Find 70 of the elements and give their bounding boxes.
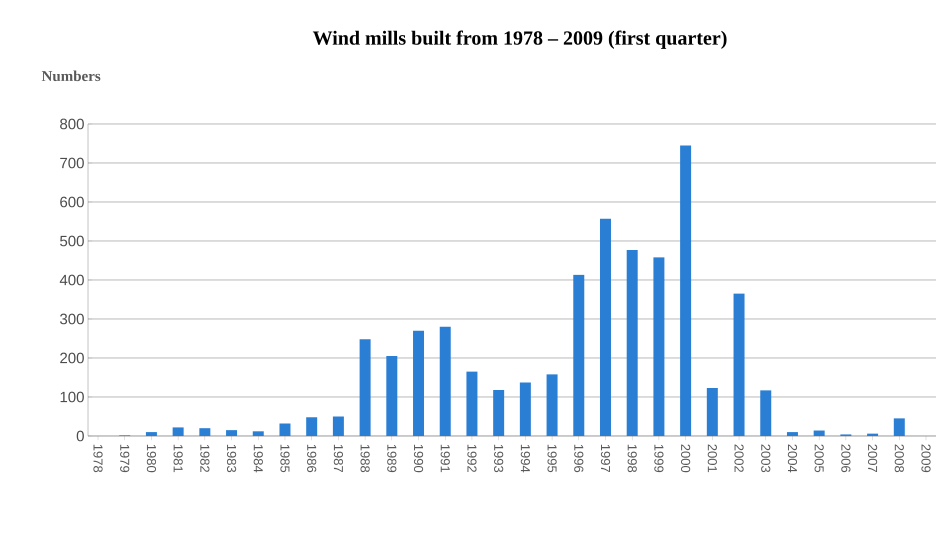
y-tick-label: 0 (76, 430, 84, 442)
x-tick-label: 2009 (921, 444, 931, 472)
y-tick-label: 100 (60, 392, 84, 402)
x-tick-label: 1997 (600, 444, 610, 472)
bar (279, 424, 290, 436)
bar (306, 417, 318, 436)
bar (360, 339, 371, 436)
x-tick-label: 1996 (574, 444, 584, 472)
x-tick-label: 1987 (334, 444, 343, 472)
bar (786, 432, 798, 436)
x-tick-label: 2004 (788, 444, 798, 472)
x-tick-label: 1989 (387, 444, 396, 472)
x-tick-label: 1992 (467, 444, 477, 472)
bar (252, 431, 264, 436)
bar (466, 372, 478, 436)
bar (680, 145, 692, 436)
bar (440, 326, 451, 436)
bar (413, 330, 424, 436)
x-tick-label: 1995 (547, 444, 557, 472)
bar (199, 428, 210, 436)
y-tick-label: 800 (60, 118, 84, 130)
bar (894, 418, 905, 436)
x-tick-label: 2005 (814, 444, 824, 472)
x-tick-label: 1982 (200, 444, 210, 472)
bar (760, 390, 772, 436)
y-tick-label: 700 (60, 158, 84, 168)
y-tick-label: 300 (60, 314, 84, 324)
bar (814, 430, 825, 436)
x-tick-label: 1979 (120, 444, 130, 472)
y-axis-title: Numbers (42, 70, 100, 82)
x-tick-label: 1991 (440, 444, 450, 472)
x-tick-label: 1998 (628, 444, 637, 472)
x-tick-label: 1986 (307, 444, 316, 472)
x-tick-label: 1981 (174, 444, 183, 472)
y-tick-label: 500 (60, 236, 84, 246)
bar (546, 374, 558, 436)
bar (226, 430, 238, 436)
x-tick-label: 1984 (254, 444, 263, 472)
x-tick-label: 1990 (414, 444, 424, 472)
bar (653, 257, 664, 436)
x-tick-label: 2007 (868, 444, 878, 472)
x-tick-label: 1988 (360, 444, 370, 472)
bar (146, 432, 157, 436)
y-tick-label: 600 (60, 196, 84, 208)
x-tick-label: 1980 (146, 444, 156, 472)
x-tick-label: 1985 (280, 444, 290, 472)
bar (520, 382, 531, 436)
x-tick-label: 1999 (654, 444, 664, 472)
x-tick-label: 2008 (894, 444, 904, 472)
bar (493, 390, 504, 436)
bar (600, 218, 611, 436)
bar (386, 356, 398, 436)
bar (332, 416, 344, 436)
x-tick-label: 2000 (681, 444, 690, 472)
bar (626, 250, 638, 436)
y-tick-label: 400 (60, 274, 84, 286)
bar (573, 274, 584, 436)
bar (706, 388, 718, 436)
x-tick-label: 2001 (708, 444, 717, 472)
bar (172, 427, 184, 436)
x-tick-label: 1993 (494, 444, 504, 472)
bar (734, 294, 745, 436)
x-tick-label: 1983 (226, 444, 236, 472)
chart-title: Wind mills built from 1978 – 2009 (first quarter) (312, 30, 727, 49)
x-tick-label: 2003 (761, 444, 770, 472)
x-tick-label: 2002 (734, 444, 744, 472)
x-tick-label: 1994 (520, 444, 530, 472)
x-tick-label: 2006 (841, 444, 850, 472)
x-tick-label: 1978 (93, 444, 103, 472)
y-tick-label: 200 (60, 352, 84, 364)
